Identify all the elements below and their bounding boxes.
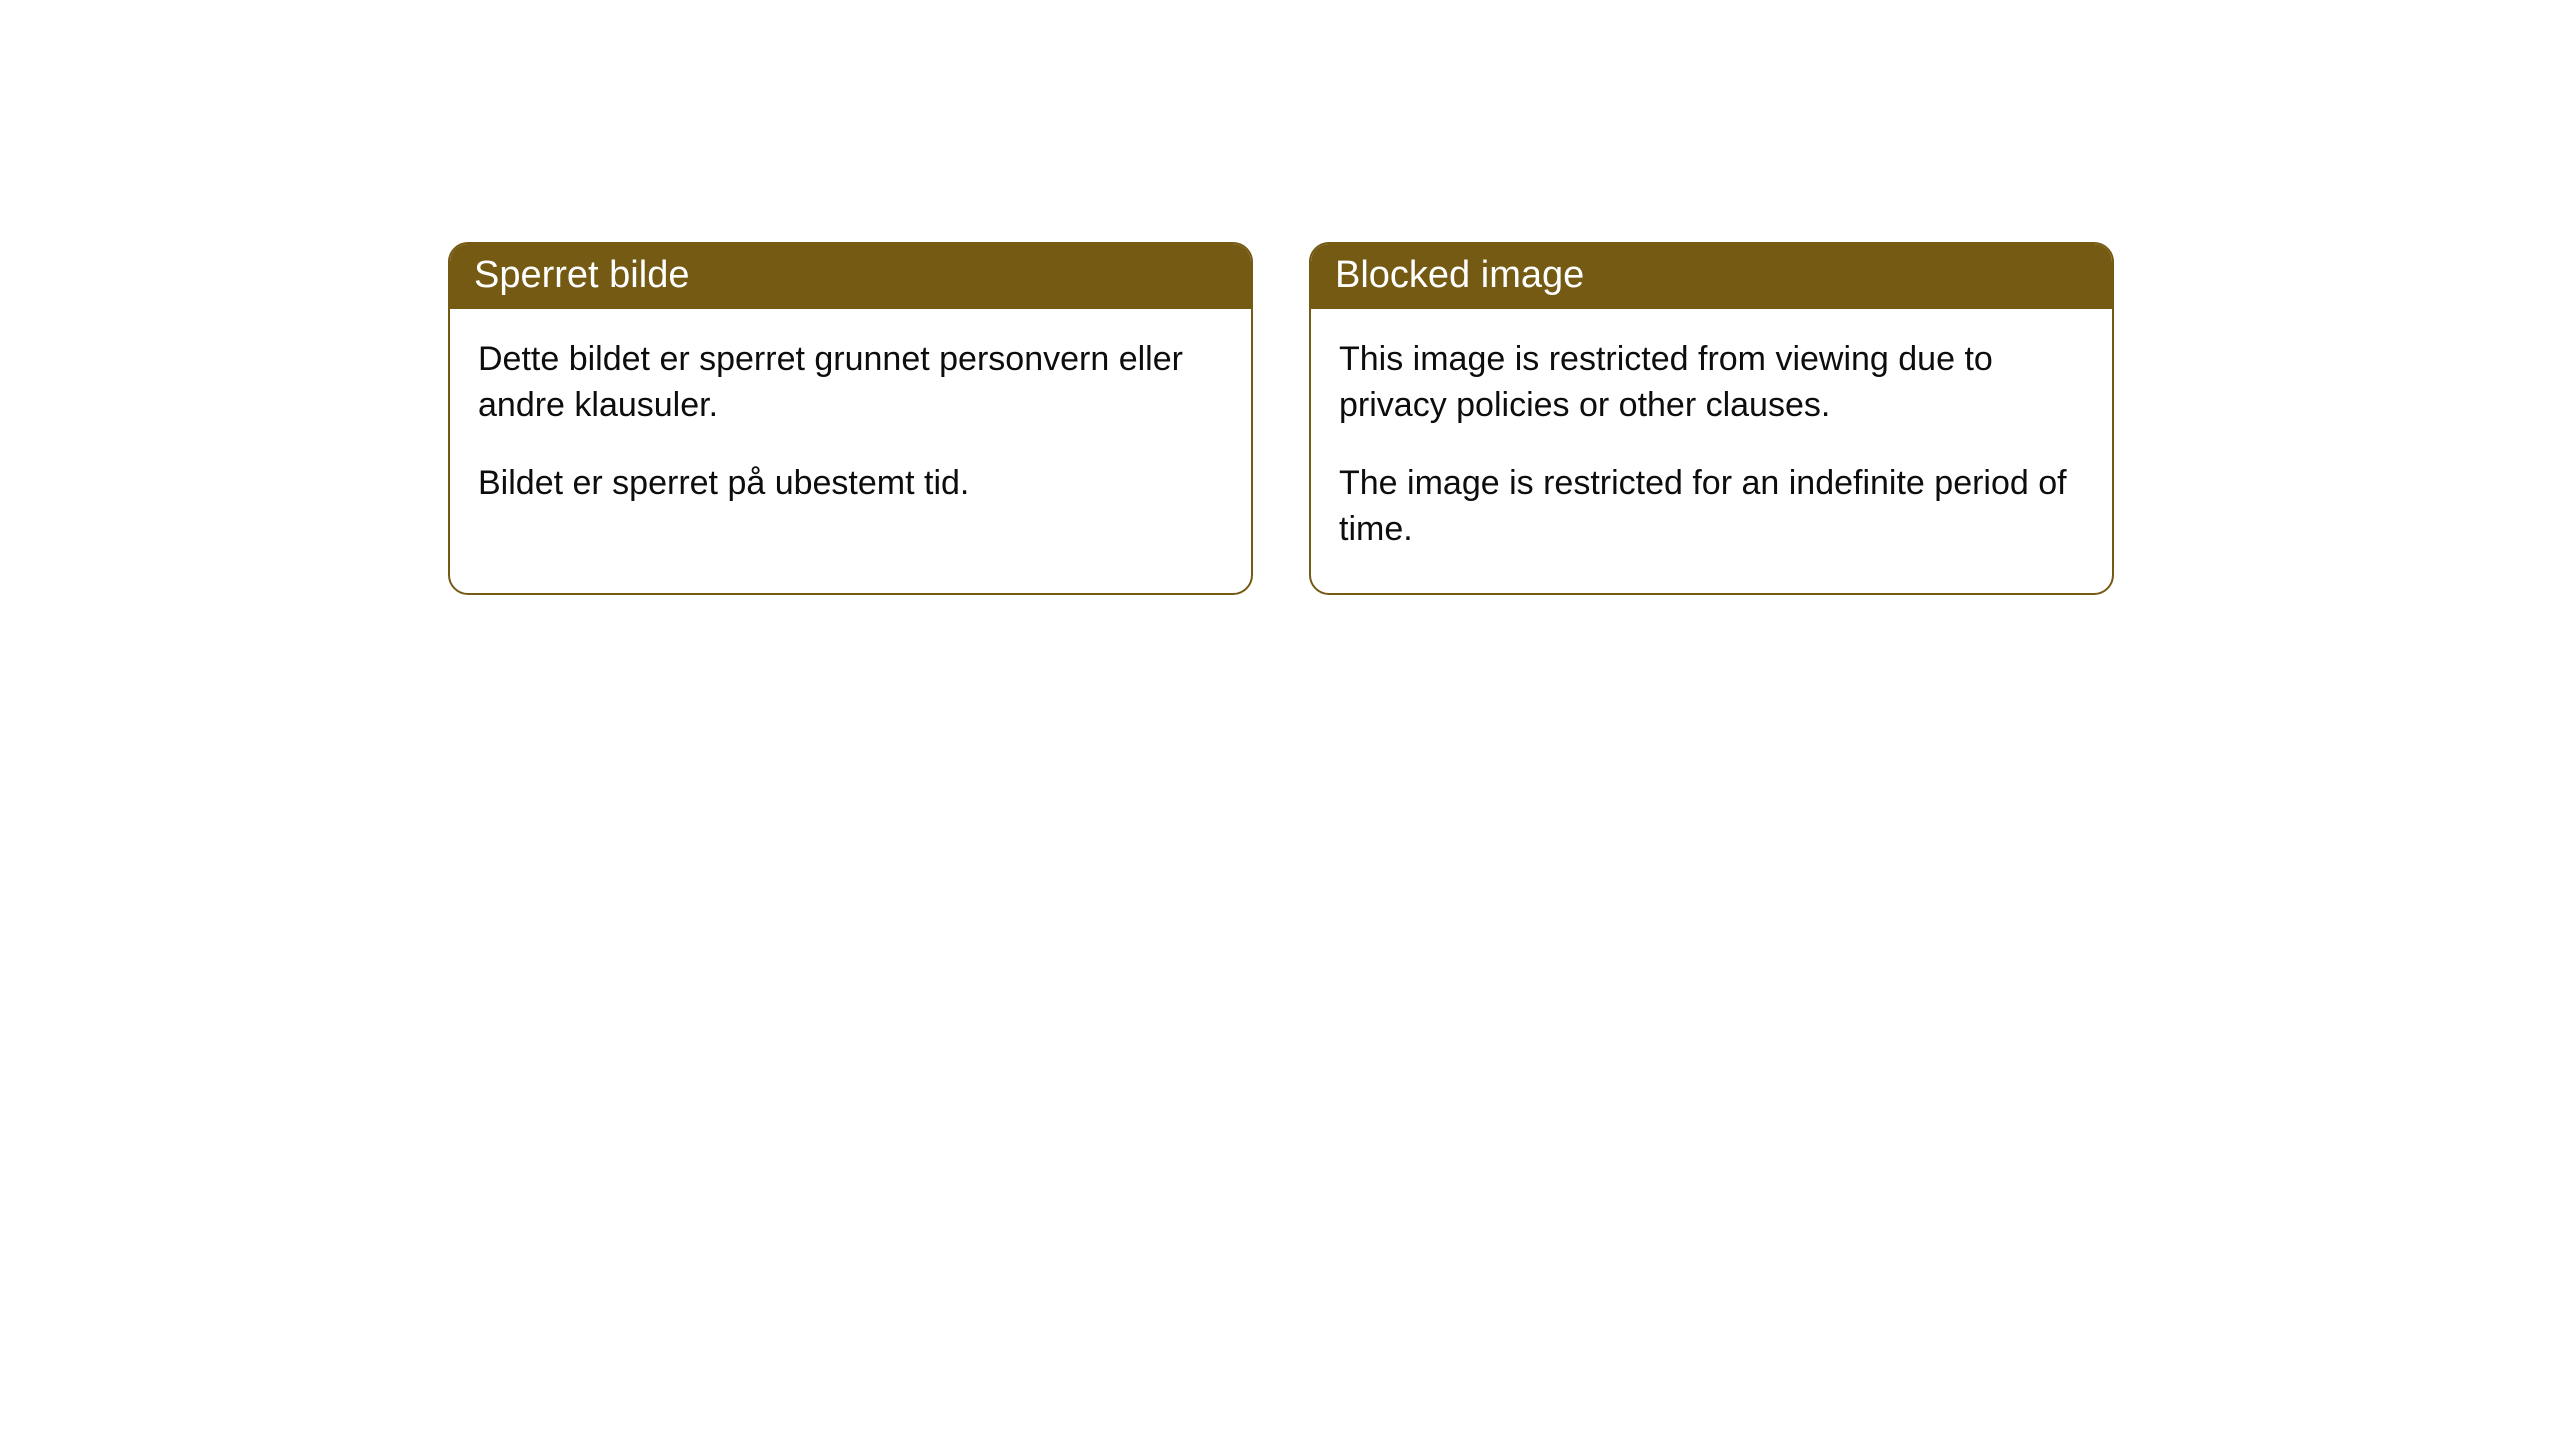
notice-cards-container: Sperret bilde Dette bildet er sperret gr… [0,0,2560,595]
card-header: Blocked image [1311,244,2112,309]
card-header: Sperret bilde [450,244,1251,309]
blocked-image-card-no: Sperret bilde Dette bildet er sperret gr… [448,242,1253,595]
notice-text: The image is restricted for an indefinit… [1339,461,2084,553]
card-body: Dette bildet er sperret grunnet personve… [450,309,1251,547]
card-body: This image is restricted from viewing du… [1311,309,2112,593]
blocked-image-card-en: Blocked image This image is restricted f… [1309,242,2114,595]
notice-text: Dette bildet er sperret grunnet personve… [478,337,1223,429]
notice-text: This image is restricted from viewing du… [1339,337,2084,429]
notice-text: Bildet er sperret på ubestemt tid. [478,461,1223,507]
